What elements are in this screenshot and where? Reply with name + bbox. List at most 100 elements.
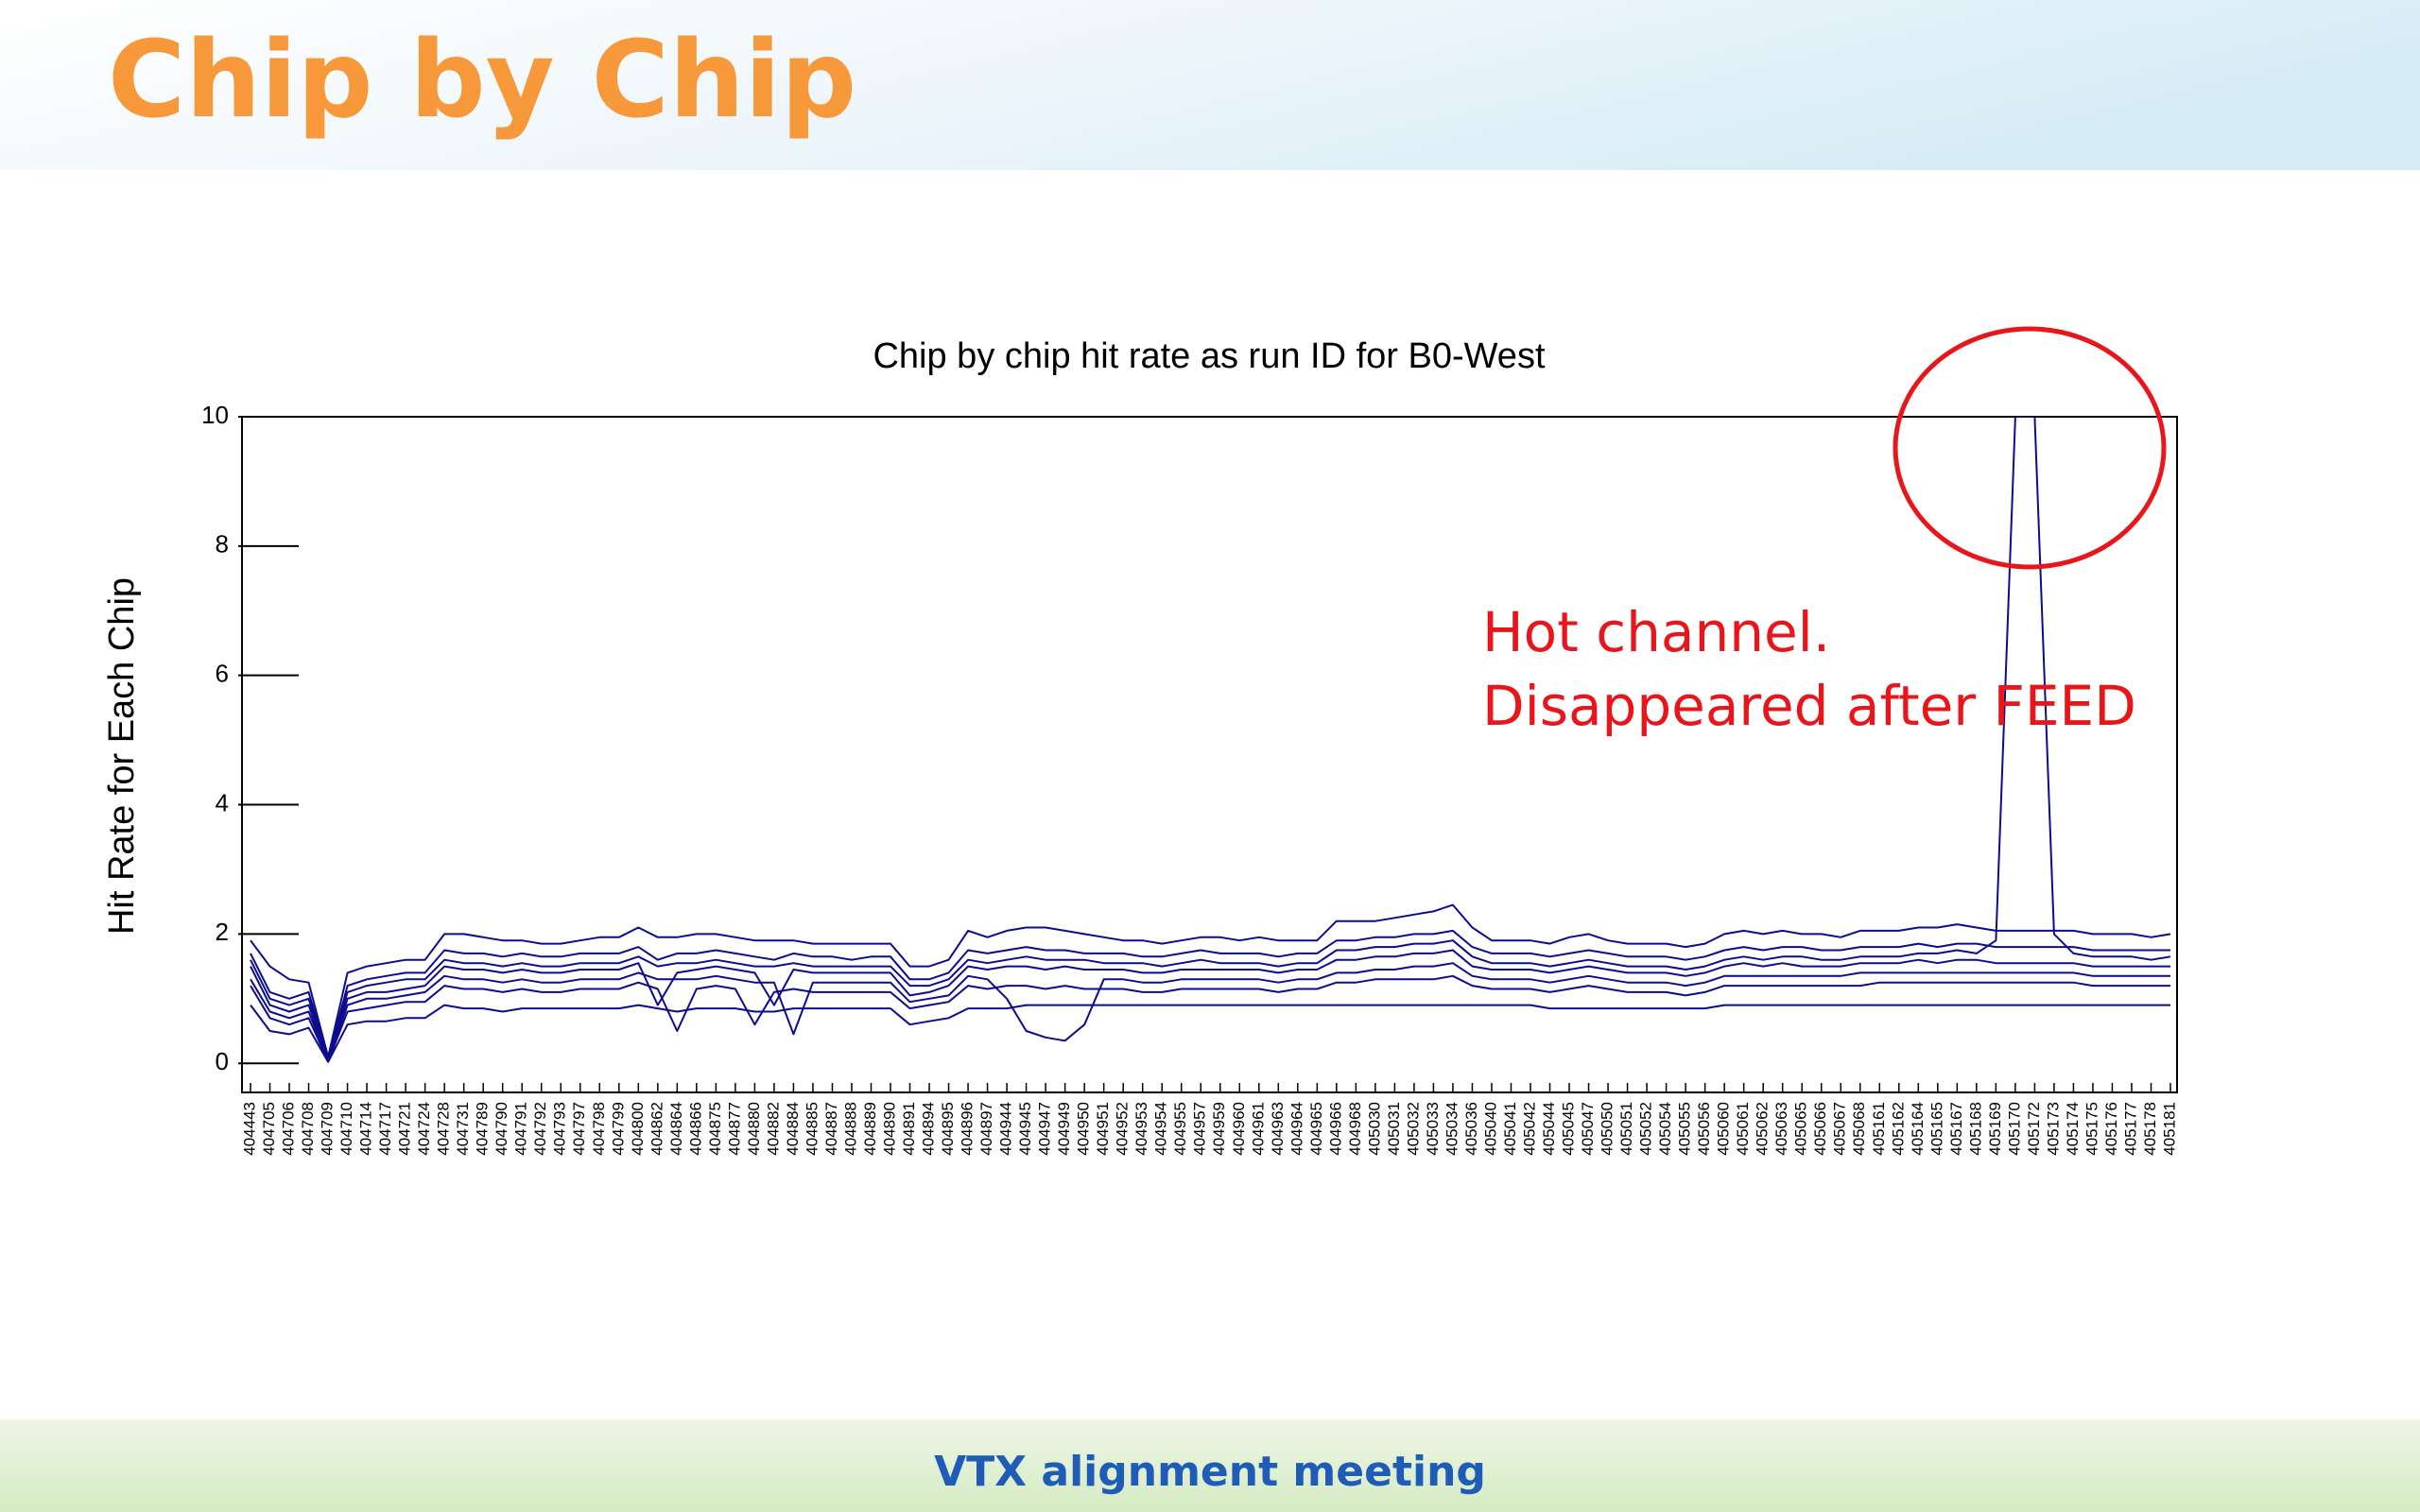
x-tick-label: 405067: [1831, 1102, 1849, 1156]
x-tick-label: 404968: [1346, 1102, 1364, 1156]
x-tick-label: 404799: [609, 1102, 627, 1156]
x-tick-label: 405175: [2083, 1102, 2100, 1156]
x-tick-label: 405164: [1909, 1102, 1927, 1156]
x-tick-label: 404443: [240, 1102, 258, 1156]
x-tick-label: 404714: [357, 1102, 375, 1156]
series-line: [250, 949, 2170, 1061]
x-tick-label: 404721: [396, 1102, 414, 1156]
x-tick-label: 404963: [1269, 1102, 1287, 1156]
x-tick-label: 404875: [706, 1102, 724, 1156]
x-tick-label: 404959: [1210, 1102, 1228, 1156]
x-tick-label: 404866: [686, 1102, 704, 1156]
x-tick-label: 404947: [1036, 1102, 1054, 1156]
annotation: Disappeared after FEED: [1482, 674, 2136, 738]
x-tick-label: 405061: [1734, 1102, 1752, 1156]
x-tick-label: 405174: [2064, 1102, 2082, 1156]
x-tick-label: 405177: [2121, 1102, 2139, 1156]
x-tick-label: 404885: [803, 1102, 821, 1156]
y-tick-label: 2: [216, 918, 229, 946]
x-tick-label: 404953: [1132, 1102, 1150, 1156]
x-tick-label: 405173: [2044, 1102, 2062, 1156]
x-tick-label: 404800: [629, 1102, 647, 1156]
x-tick-label: 404789: [474, 1102, 492, 1156]
slide-title: Chip by Chip: [108, 19, 856, 142]
x-tick-label: 404891: [900, 1102, 918, 1156]
x-tick-label: 405045: [1560, 1102, 1578, 1156]
x-tick-label: 405170: [2005, 1102, 2023, 1156]
x-tick-label: 405066: [1811, 1102, 1829, 1156]
x-tick-label: 405041: [1501, 1102, 1519, 1156]
x-tick-label: 404880: [745, 1102, 763, 1156]
y-tick-label: 0: [216, 1047, 229, 1075]
x-tick-label: 405181: [2160, 1102, 2178, 1156]
series-line: [250, 903, 2171, 1058]
x-tick-label: 404896: [959, 1102, 977, 1156]
x-tick-label: 405162: [1889, 1102, 1907, 1156]
x-tick-label: 404888: [841, 1102, 859, 1156]
x-tick-label: 404954: [1152, 1102, 1170, 1156]
x-tick-label: 405161: [1870, 1102, 1888, 1156]
x-tick-label: 404964: [1288, 1102, 1305, 1156]
x-tick-label: 404961: [1249, 1102, 1267, 1156]
x-tick-label: 404877: [725, 1102, 743, 1156]
annotation: Hot channel.: [1482, 600, 1830, 664]
x-tick-label: 405054: [1656, 1102, 1674, 1156]
x-tick-label: 404797: [570, 1102, 588, 1156]
x-tick-label: 405063: [1772, 1102, 1790, 1156]
chart-title: Chip by chip hit rate as run ID for B0-W…: [873, 336, 1545, 376]
y-tick-label: 6: [216, 660, 229, 688]
x-tick-label: 405056: [1695, 1102, 1713, 1156]
x-tick-label: 404710: [337, 1102, 355, 1156]
series-line: [250, 929, 2170, 1059]
x-tick-label: 405167: [1947, 1102, 1965, 1156]
x-tick-label: 405178: [2141, 1102, 2159, 1156]
x-tick-label: 405051: [1617, 1102, 1635, 1156]
x-tick-label: 405176: [2102, 1102, 2120, 1156]
x-tick-label: 404960: [1230, 1102, 1248, 1156]
x-tick-label: 404949: [1055, 1102, 1073, 1156]
series-line: [250, 1004, 2170, 1063]
x-tick-label: 405030: [1365, 1102, 1383, 1156]
x-tick-label: 404966: [1326, 1102, 1344, 1156]
y-axis-label: Hit Rate for Each Chip: [102, 577, 142, 935]
x-tick-label: 404897: [977, 1102, 995, 1156]
x-tick-label: 404884: [784, 1102, 802, 1156]
x-tick-label: 405032: [1404, 1102, 1422, 1156]
x-tick-label: 405036: [1462, 1102, 1480, 1156]
x-tick-label: 404945: [1016, 1102, 1034, 1156]
x-tick-label: 405033: [1424, 1102, 1442, 1156]
x-tick-label: 404957: [1191, 1102, 1209, 1156]
x-tick-label: 404728: [435, 1102, 453, 1156]
x-tick-label: 405052: [1637, 1102, 1655, 1156]
x-tick-label: 405168: [1966, 1102, 1984, 1156]
x-tick-label: 405065: [1792, 1102, 1810, 1156]
x-tick-label: 404889: [861, 1102, 879, 1156]
x-tick-label: 404790: [493, 1102, 510, 1156]
x-tick-label: 404864: [667, 1102, 685, 1156]
x-tick-label: 404950: [1075, 1102, 1093, 1156]
x-tick-label: 404717: [376, 1102, 394, 1156]
x-tick-label: 405055: [1676, 1102, 1694, 1156]
x-tick-label: 404955: [1171, 1102, 1189, 1156]
plot-frame: [241, 416, 2178, 1093]
x-tick-label: 405042: [1520, 1102, 1538, 1156]
x-tick-label: 404894: [920, 1102, 938, 1156]
x-tick-label: 404708: [299, 1102, 317, 1156]
x-tick-label: 404952: [1114, 1102, 1132, 1156]
highlight-ellipse: [1893, 326, 2167, 570]
x-tick-label: 404731: [454, 1102, 472, 1156]
x-tick-label: 405068: [1850, 1102, 1868, 1156]
x-tick-label: 404705: [260, 1102, 278, 1156]
y-tick-label: 4: [216, 788, 229, 816]
x-tick-label: 405165: [1927, 1102, 1945, 1156]
series-line: [250, 962, 2170, 1062]
x-tick-label: 404965: [1307, 1102, 1325, 1156]
x-tick-label: 404798: [590, 1102, 608, 1156]
footer-band: [0, 1419, 2420, 1512]
x-tick-label: 405047: [1579, 1102, 1597, 1156]
lines: [250, 417, 2171, 1063]
x-tick-label: 405044: [1540, 1102, 1558, 1156]
x-tick-label: 404793: [551, 1102, 569, 1156]
x-tick-label: 404887: [822, 1102, 840, 1156]
